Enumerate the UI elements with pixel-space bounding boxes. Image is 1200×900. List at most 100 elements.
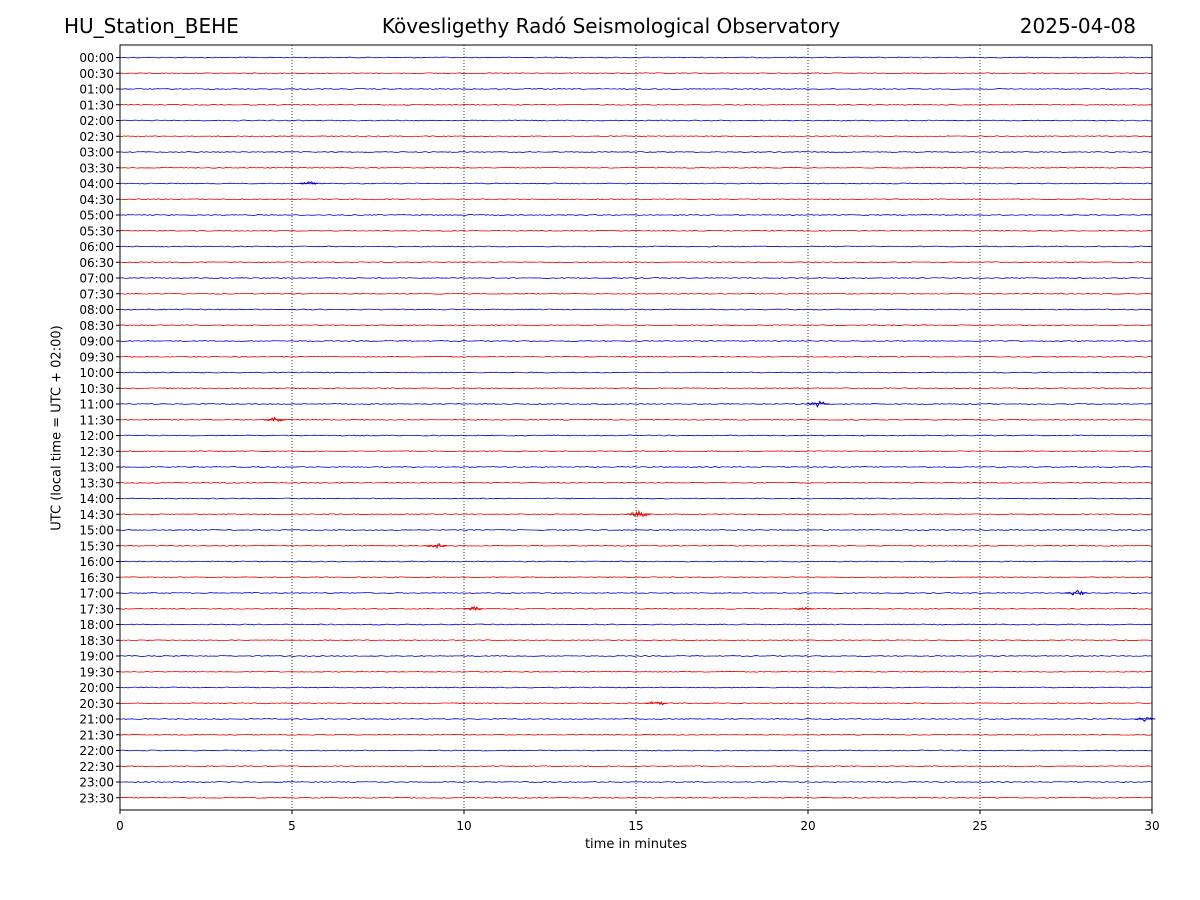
y-tick-label: 18:30 <box>79 634 114 648</box>
y-tick-label: 20:30 <box>79 697 114 711</box>
trace-1200 <box>119 434 1153 437</box>
y-tick-label: 16:30 <box>79 571 114 585</box>
event-1130-2 <box>263 416 286 423</box>
y-tick-label: 04:00 <box>79 177 114 191</box>
trace-2030 <box>119 702 1153 705</box>
y-tick-label: 04:30 <box>79 193 114 207</box>
y-tick-label: 22:00 <box>79 744 114 758</box>
trace-1630 <box>119 576 1153 579</box>
y-axis-label: UTC (local time = UTC + 02:00) <box>49 325 65 531</box>
trace-0700 <box>119 277 1153 279</box>
trace-0630 <box>119 261 1153 264</box>
y-tick-label: 02:30 <box>79 130 114 144</box>
trace-1130 <box>119 418 1153 421</box>
trace-0800 <box>119 308 1153 311</box>
trace-1500 <box>119 529 1153 531</box>
trace-1030 <box>119 387 1153 390</box>
trace-1530 <box>119 544 1153 547</box>
trace-0600 <box>119 245 1153 248</box>
event-1530-4 <box>425 543 447 549</box>
trace-1700 <box>119 592 1153 594</box>
trace-1400 <box>119 497 1153 500</box>
y-tick-label: 13:30 <box>79 476 114 490</box>
x-tick-label: 25 <box>972 819 987 833</box>
trace-0100 <box>119 88 1153 90</box>
y-tick-label: 05:00 <box>79 209 114 223</box>
y-tick-label: 22:30 <box>79 760 114 774</box>
y-tick-label: 02:00 <box>79 114 114 128</box>
y-tick-label: 07:30 <box>79 287 114 301</box>
event-1430-3 <box>626 509 652 518</box>
y-tick-label: 19:00 <box>79 650 114 664</box>
trace-2000 <box>119 686 1153 689</box>
trace-2230 <box>119 765 1153 768</box>
y-tick-label: 18:00 <box>79 618 114 632</box>
event-0400-0 <box>299 181 318 185</box>
seismic-traces <box>119 56 1153 799</box>
y-tick-label: 15:30 <box>79 539 114 553</box>
y-tick-label: 13:00 <box>79 461 114 475</box>
y-tick-label: 01:00 <box>79 83 114 97</box>
trace-0230 <box>119 135 1153 138</box>
grid-lines <box>291 45 981 810</box>
trace-0400 <box>119 182 1153 185</box>
trace-1230 <box>119 450 1153 453</box>
y-tick-label: 09:00 <box>79 335 114 349</box>
trace-2130 <box>119 733 1153 736</box>
x-tick-label: 30 <box>1144 819 1159 833</box>
trace-1830 <box>119 639 1153 642</box>
x-tick-label: 10 <box>456 819 471 833</box>
trace-1900 <box>119 655 1153 657</box>
trace-1300 <box>119 466 1153 468</box>
y-tick-label: 08:30 <box>79 319 114 333</box>
x-axis-label: time in minutes <box>584 837 688 852</box>
trace-0300 <box>119 151 1153 153</box>
event-1700-5 <box>1064 590 1088 596</box>
trace-2200 <box>119 749 1153 752</box>
event-1730-7 <box>794 606 814 611</box>
y-tick-label: 01:30 <box>79 98 114 112</box>
trace-1000 <box>119 371 1153 374</box>
y-tick-label: 11:30 <box>79 413 114 427</box>
chart-date: 2025-04-08 <box>1019 14 1136 38</box>
y-tick-label: 03:00 <box>79 146 114 160</box>
y-tick-label: 21:30 <box>79 728 114 742</box>
y-tick-label: 10:00 <box>79 366 114 380</box>
trace-0330 <box>119 166 1153 169</box>
event-1730-6 <box>464 605 483 611</box>
y-tick-label: 06:30 <box>79 256 114 270</box>
y-tick-label: 11:00 <box>79 398 114 412</box>
y-tick-label: 05:30 <box>79 224 114 238</box>
y-tick-label: 00:00 <box>79 51 114 65</box>
y-tick-label: 03:30 <box>79 161 114 175</box>
chart-title: Kövesligethy Radó Seismological Observat… <box>381 14 841 38</box>
trace-0730 <box>119 292 1153 295</box>
y-tick-label: 06:00 <box>79 240 114 254</box>
trace-0000 <box>119 56 1152 59</box>
x-tick-label: 0 <box>116 819 124 833</box>
x-tick-label: 20 <box>800 819 815 833</box>
trace-1100 <box>119 403 1153 405</box>
y-tick-label: 10:30 <box>79 382 114 396</box>
y-tick-label: 23:00 <box>79 776 114 790</box>
trace-1330 <box>119 481 1153 484</box>
trace-0030 <box>119 72 1153 75</box>
trace-0430 <box>119 198 1153 201</box>
y-tick-label: 07:00 <box>79 272 114 286</box>
y-tick-label: 09:30 <box>79 350 114 364</box>
station-name: HU_Station_BEHE <box>64 14 239 38</box>
x-tick-label: 15 <box>628 819 643 833</box>
y-tick-label: 14:00 <box>79 492 114 506</box>
trace-0200 <box>119 119 1153 122</box>
y-tick-label: 15:00 <box>79 524 114 538</box>
trace-1930 <box>119 670 1153 673</box>
trace-2100 <box>119 718 1153 720</box>
trace-1730 <box>119 607 1153 610</box>
trace-1800 <box>119 623 1153 626</box>
trace-0900 <box>119 340 1153 342</box>
trace-2300 <box>119 781 1153 783</box>
trace-0930 <box>119 355 1153 358</box>
y-tick-label: 20:00 <box>79 681 114 695</box>
